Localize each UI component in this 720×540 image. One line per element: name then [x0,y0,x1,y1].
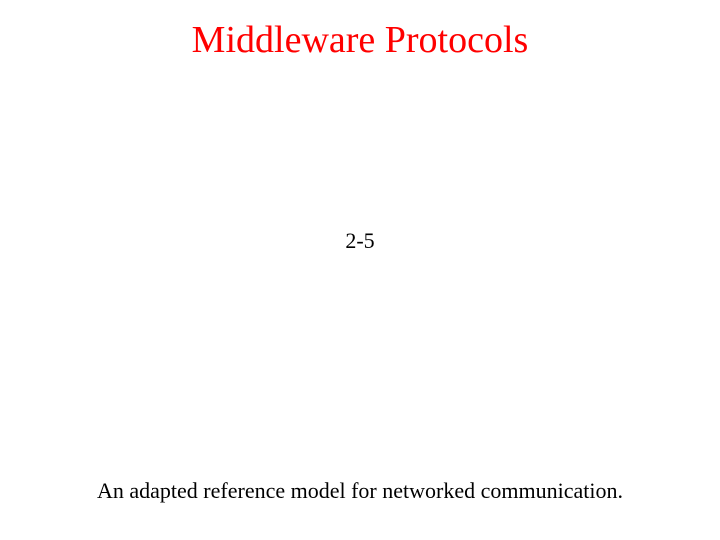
figure-number: 2-5 [0,228,720,254]
slide-caption: An adapted reference model for networked… [0,478,720,504]
slide-title: Middleware Protocols [0,18,720,62]
